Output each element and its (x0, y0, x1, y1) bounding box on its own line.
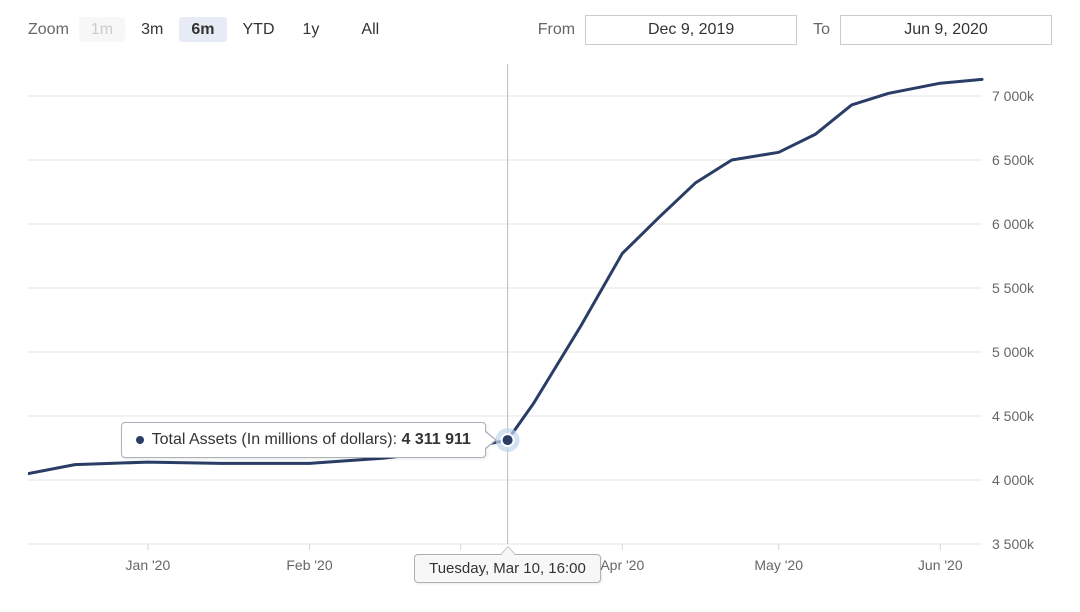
chart-area[interactable]: 3 500k 4 000k 4 500k 5 000k 5 500k 6 000k 6 50… (28, 54, 1052, 592)
x-tick-label: Jun '20 (918, 557, 963, 573)
y-tick-label: 5 500k (992, 280, 1035, 296)
y-tick-label: 6 500k (992, 152, 1035, 168)
zoom-range-all[interactable]: All (349, 17, 391, 42)
x-tick-label: Jan '20 (126, 557, 171, 573)
zoom-range-ytd[interactable]: YTD (231, 17, 287, 42)
x-tick-label: Feb '20 (286, 557, 332, 573)
tooltip-value: 4 311 911 (401, 431, 470, 448)
to-date-input[interactable] (840, 15, 1052, 45)
to-label: To (813, 21, 830, 39)
date-tooltip: Tuesday, Mar 10, 16:00 (414, 554, 601, 583)
zoom-label: Zoom (28, 21, 69, 39)
line-chart-svg: 3 500k 4 000k 4 500k 5 000k 5 500k 6 000k 6 50… (28, 54, 1052, 592)
y-tick-label: 3 500k (992, 536, 1035, 552)
y-tick-label: 7 000k (992, 88, 1035, 104)
zoom-range-3m[interactable]: 3m (129, 17, 175, 42)
tooltip-series-name: Total Assets (In millions of dollars) (152, 431, 393, 448)
zoom-range-1y[interactable]: 1y (291, 17, 332, 42)
y-tick-label: 6 000k (992, 216, 1035, 232)
y-tick-label: 4 000k (992, 472, 1035, 488)
from-date-input[interactable] (585, 15, 797, 45)
from-label: From (538, 21, 575, 39)
zoom-range-1m: 1m (79, 17, 125, 42)
series-tooltip: Total Assets (In millions of dollars): 4… (121, 422, 486, 458)
y-tick-label: 4 500k (992, 408, 1035, 424)
range-selector-toolbar: Zoom 1m3m6mYTD1y All From To (28, 14, 1052, 46)
hover-dot (503, 435, 513, 445)
y-tick-label: 5 000k (992, 344, 1035, 360)
series-line (28, 79, 982, 473)
x-tick-label: May '20 (754, 557, 803, 573)
zoom-range-6m[interactable]: 6m (179, 17, 226, 42)
x-tick-label: Apr '20 (600, 557, 644, 573)
